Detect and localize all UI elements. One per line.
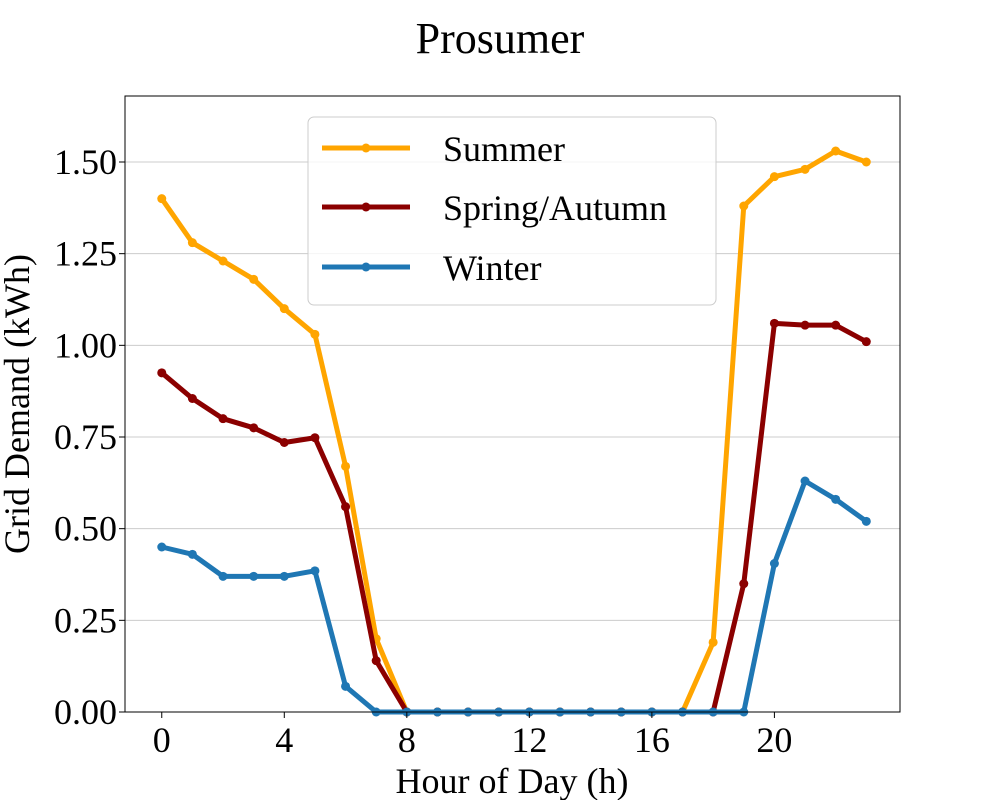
- y-tick-label: 0.75: [54, 417, 117, 457]
- data-point-spring-autumn: [739, 579, 749, 589]
- data-point-summer: [861, 157, 871, 167]
- y-axis-label: Grid Demand (kWh): [0, 254, 37, 554]
- data-point-winter: [769, 559, 779, 568]
- x-tick-label: 12: [511, 720, 547, 760]
- x-tick-label: 8: [398, 720, 416, 760]
- legend-item-winter: Winter: [322, 248, 542, 288]
- series-line-spring-autumn: [159, 320, 869, 715]
- data-point-summer: [187, 238, 197, 248]
- data-point-summer: [310, 329, 320, 339]
- data-point-summer: [800, 164, 810, 174]
- data-point-winter: [279, 571, 289, 581]
- data-point-spring-autumn: [249, 423, 259, 433]
- y-tick-label: 0.00: [54, 692, 117, 732]
- data-point-winter: [831, 494, 841, 504]
- data-point-winter: [187, 549, 197, 559]
- data-point-winter: [249, 571, 259, 581]
- y-tick-label: 1.00: [54, 325, 117, 365]
- x-axis-ticks: 0 4 8 12 16 20: [153, 712, 792, 760]
- legend-label-spring-autumn: Spring/Autumn: [443, 188, 667, 228]
- x-axis-label: Hour of Day (h): [396, 761, 629, 800]
- data-point-spring-autumn: [218, 414, 228, 424]
- legend-marker-spring-autumn: [361, 202, 371, 212]
- data-point-winter: [861, 516, 871, 526]
- x-tick-label: 0: [153, 720, 171, 760]
- y-tick-label: 0.25: [54, 600, 117, 640]
- legend-marker-summer: [361, 143, 371, 153]
- x-tick-label: 16: [634, 720, 670, 760]
- legend-label-summer: Summer: [443, 129, 565, 169]
- legend-label-winter: Winter: [443, 248, 542, 288]
- data-point-winter: [310, 566, 320, 576]
- y-tick-label: 0.50: [54, 509, 117, 549]
- data-point-winter: [157, 542, 167, 552]
- series-layer: [157, 146, 871, 717]
- y-tick-label: 1.50: [54, 142, 117, 182]
- data-point-spring-autumn: [769, 318, 779, 328]
- data-point-summer: [157, 194, 167, 204]
- x-tick-label: 20: [756, 720, 792, 760]
- data-point-spring-autumn: [279, 438, 289, 447]
- legend-box: [307, 116, 717, 306]
- data-point-spring-autumn: [341, 502, 351, 512]
- x-tick-label: 4: [275, 720, 293, 760]
- series-spring-autumn: [157, 318, 871, 717]
- legend: Summer Spring/Autumn Winter: [307, 116, 717, 306]
- data-point-spring-autumn: [157, 368, 167, 378]
- data-point-winter: [800, 476, 810, 486]
- data-point-summer: [218, 256, 228, 266]
- data-point-winter: [218, 571, 228, 581]
- data-point-summer: [831, 146, 841, 156]
- data-point-summer: [769, 172, 779, 182]
- data-point-winter: [341, 681, 351, 691]
- data-point-spring-autumn: [187, 394, 197, 403]
- data-point-spring-autumn: [831, 320, 841, 330]
- legend-marker-winter: [361, 262, 371, 272]
- series-line-winter: [159, 478, 869, 715]
- y-axis-ticks: 0.00 0.25 0.50 0.75 1.00 1.25 1.50: [54, 142, 125, 732]
- plot-frame: [124, 95, 901, 713]
- y-tick-label: 1.25: [54, 234, 117, 274]
- data-point-summer: [249, 274, 259, 284]
- series-winter: [157, 476, 871, 717]
- data-point-summer: [739, 201, 749, 211]
- data-point-spring-autumn: [371, 656, 381, 666]
- data-point-spring-autumn: [800, 320, 810, 330]
- data-point-summer: [341, 461, 351, 471]
- data-point-spring-autumn: [310, 433, 320, 443]
- data-point-summer: [708, 637, 718, 647]
- chart-title: Prosumer: [416, 14, 585, 63]
- data-point-spring-autumn: [861, 337, 871, 347]
- data-point-summer: [279, 304, 289, 314]
- legend-item-spring-autumn: Spring/Autumn: [322, 188, 667, 228]
- legend-item-summer: Summer: [322, 129, 565, 169]
